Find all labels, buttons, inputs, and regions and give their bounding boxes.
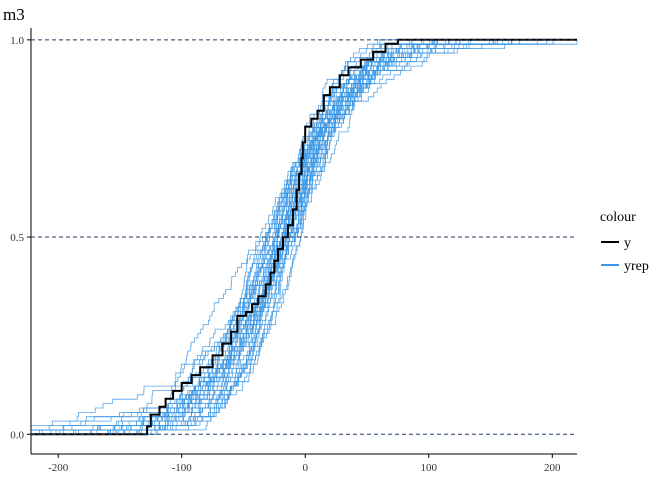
x-tick-label: -100 — [172, 462, 193, 474]
y-tick-label: 0.0 — [10, 429, 24, 441]
axis-ticks: -200 -100 0 100 200 0.0 0.5 1.0 — [10, 35, 561, 474]
chart-title: m3 — [3, 5, 25, 24]
yrep-line — [31, 39, 577, 435]
yrep-line — [30, 39, 577, 435]
legend-label-y: y — [624, 236, 631, 251]
y-tick-label: 0.5 — [10, 232, 24, 244]
x-tick-label: 100 — [421, 462, 438, 474]
yrep-line — [31, 39, 577, 435]
legend: colour y yrep — [600, 210, 649, 274]
legend-title: colour — [600, 210, 636, 225]
reference-lines — [31, 39, 577, 435]
y-line — [31, 38, 577, 436]
y-tick-label: 1.0 — [10, 35, 24, 47]
legend-label-yrep: yrep — [624, 259, 649, 274]
x-tick-label: 200 — [544, 462, 561, 474]
yrep-line — [31, 39, 577, 435]
y-series-layer — [31, 38, 577, 436]
x-tick-label: 0 — [302, 462, 308, 474]
x-tick-label: -200 — [48, 462, 69, 474]
